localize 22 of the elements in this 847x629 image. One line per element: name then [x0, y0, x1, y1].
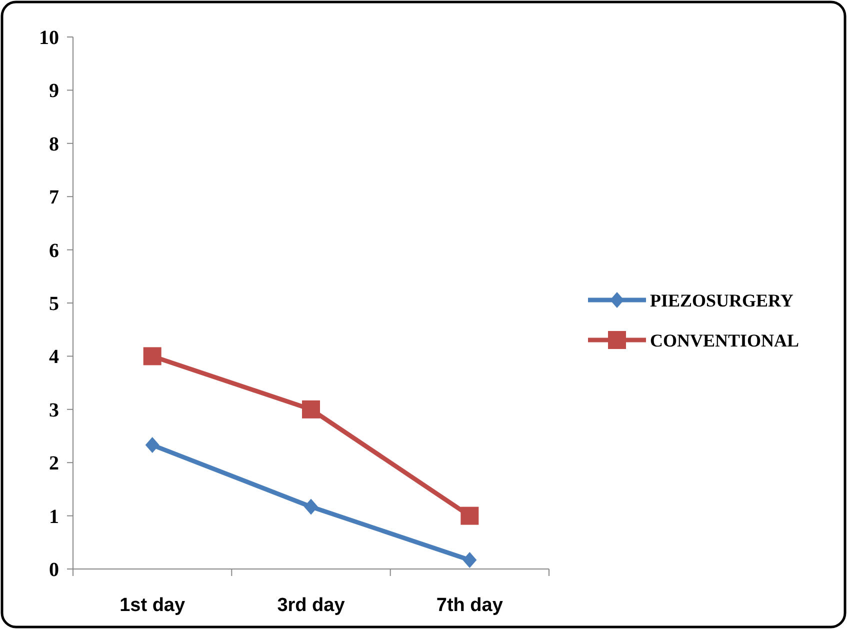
y-tick-label: 3	[49, 399, 59, 422]
y-tick-label: 7	[49, 186, 59, 209]
y-tick-label: 0	[49, 559, 59, 581]
y-tick-label: 9	[49, 80, 59, 102]
point	[462, 552, 477, 568]
point	[304, 498, 318, 515]
y-tick-label: 6	[49, 240, 59, 262]
y-tick-label: 8	[49, 133, 59, 156]
y-tick-label: 4	[49, 346, 59, 368]
y-tick-label: 5	[49, 293, 59, 315]
y-tick-label: 2	[49, 452, 59, 475]
x-tick-label: 7th day	[436, 595, 504, 616]
legend-label: PIEZOSURGERY	[650, 290, 794, 310]
y-tick-label: 1	[49, 506, 59, 528]
x-tick-label: 1st day	[120, 595, 186, 616]
point	[145, 437, 160, 454]
point	[143, 347, 162, 366]
legend-label: CONVENTIONAL	[650, 330, 800, 350]
point	[460, 506, 479, 525]
x-tick-label: 3rd day	[277, 595, 346, 616]
point	[302, 400, 320, 418]
y-tick-label: 10	[39, 27, 59, 49]
